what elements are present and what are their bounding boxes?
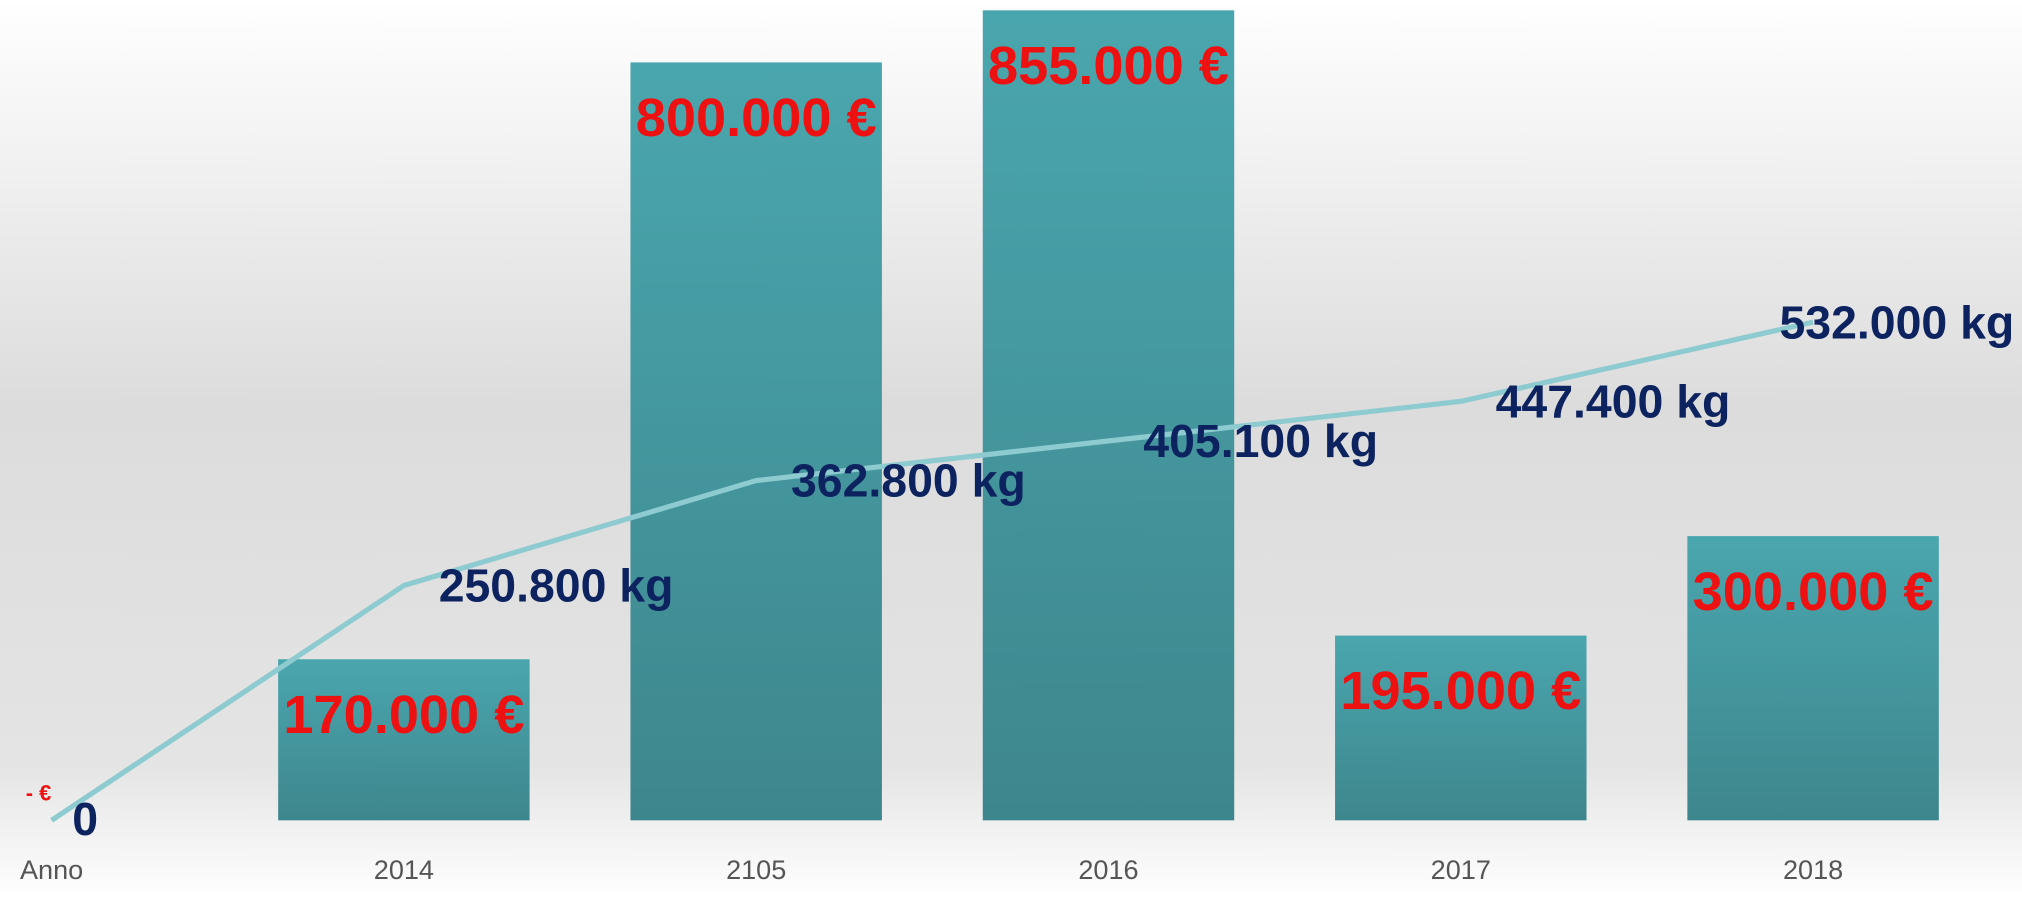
bar-value-label: 855.000 € bbox=[988, 36, 1229, 96]
bar-value-label: 195.000 € bbox=[1340, 661, 1581, 721]
bar bbox=[1335, 635, 1587, 821]
x-tick-label: 2016 bbox=[1078, 854, 1138, 885]
line-value-label: 362.800 kg bbox=[791, 455, 1026, 507]
line-value-label: 405.100 kg bbox=[1143, 415, 1378, 467]
bar bbox=[982, 10, 1235, 821]
bar bbox=[1687, 536, 1939, 821]
bar bbox=[630, 62, 882, 821]
line-value-label: 0 bbox=[72, 793, 98, 845]
x-tick-label: 2017 bbox=[1431, 854, 1491, 885]
line bbox=[50, 319, 1814, 823]
x-tick-label: Anno bbox=[20, 854, 83, 885]
bar-value-label: 300.000 € bbox=[1693, 562, 1934, 622]
bar-value-label: 800.000 € bbox=[636, 88, 877, 148]
x-tick-label: 2018 bbox=[1783, 854, 1843, 885]
bar-value-label: - € bbox=[26, 780, 52, 805]
line-value-label: 532.000 kg bbox=[1779, 296, 2014, 348]
bar-value-label: 170.000 € bbox=[283, 685, 524, 745]
x-tick-label: 2105 bbox=[726, 854, 786, 885]
line-value-label: 250.800 kg bbox=[439, 560, 674, 612]
x-tick-label: 2014 bbox=[374, 854, 434, 885]
bar bbox=[278, 659, 530, 821]
line-value-label: 447.400 kg bbox=[1496, 375, 1731, 427]
